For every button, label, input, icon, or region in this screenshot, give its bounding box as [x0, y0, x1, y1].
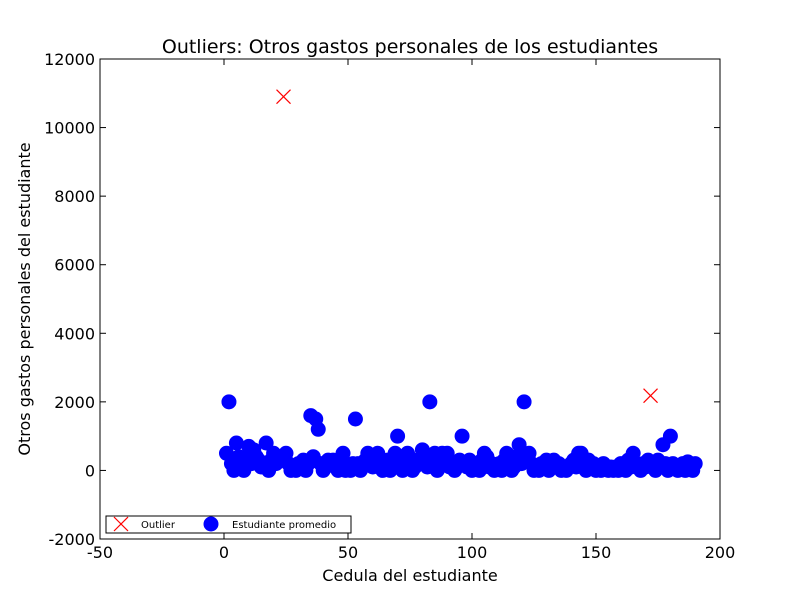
y-tick-label: 2000 [54, 393, 95, 412]
x-tick-label: 0 [219, 543, 229, 562]
y-tick-label: 10000 [44, 119, 95, 138]
data-point [258, 435, 274, 451]
outlier-point [276, 89, 291, 105]
y-tick-label: 8000 [54, 187, 95, 206]
y-tick-label: -2000 [49, 530, 96, 549]
data-point [422, 394, 438, 410]
y-tick-label: 12000 [44, 50, 95, 69]
chart-title: Outliers: Otros gastos personales de los… [162, 36, 658, 58]
x-axis-label: Cedula del estudiante [322, 566, 497, 585]
x-tick-label: -50 [87, 543, 113, 562]
y-tick-label: 4000 [54, 324, 95, 343]
data-point [516, 394, 532, 410]
x-tick-label: 150 [581, 543, 612, 562]
data-points [218, 89, 703, 478]
data-point [662, 428, 678, 444]
data-point [511, 437, 527, 453]
data-point [310, 421, 326, 437]
legend-student-marker [203, 516, 219, 532]
x-tick-label: 100 [457, 543, 488, 562]
data-point [454, 428, 470, 444]
data-point [347, 411, 363, 427]
legend-outlier-label: Outlier [141, 520, 176, 531]
data-point [390, 428, 406, 444]
legend-outlier-marker [113, 516, 129, 532]
legend-student-label: Estudiante promedio [232, 520, 336, 531]
data-point [687, 456, 703, 472]
x-tick-label: 50 [338, 543, 358, 562]
legend: Outlier Estudiante promedio [105, 515, 352, 534]
y-tick-label: 6000 [54, 256, 95, 275]
y-tick-label: 0 [85, 461, 95, 480]
y-axis-label: Otros gastos personales del estudiante [15, 142, 34, 455]
data-point [335, 445, 351, 461]
plot-area-frame [99, 58, 721, 540]
data-point [228, 435, 244, 451]
legend-box [105, 515, 352, 534]
outlier-point [643, 388, 658, 404]
x-tick-label: 200 [705, 543, 736, 562]
axis-ticks: -50 0 50 100 150 200 -2000 0 2000 4000 6000 8000 100… [44, 50, 735, 562]
data-point [221, 394, 237, 410]
